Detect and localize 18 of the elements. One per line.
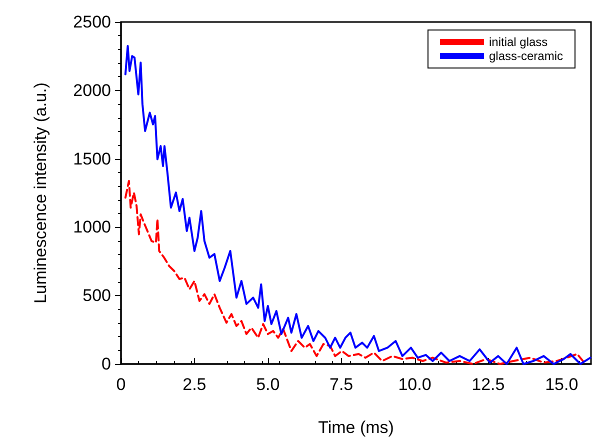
x-axis-title: Time (ms) (318, 418, 394, 437)
x-tick-label: 7.5 (329, 375, 354, 394)
x-tick-label: 15.0 (545, 375, 578, 394)
line-series (124, 180, 586, 365)
x-tick-label: 10.0 (398, 375, 432, 394)
y-tick-label: 0 (102, 354, 111, 374)
y-tick-label: 2000 (73, 80, 111, 100)
y-tick-label: 1000 (73, 218, 111, 237)
y-tick-label: 1500 (73, 149, 111, 168)
y-tick-label: 2500 (73, 12, 111, 32)
y-tick-label: 500 (82, 286, 111, 306)
x-tick-label: 5.0 (256, 375, 280, 394)
legend-label: initial glass (488, 35, 548, 49)
x-tick-label: 0 (116, 375, 126, 394)
y-axis-title: Luminescence intensity (a.u.) (31, 82, 50, 304)
x-tick-label: 12.5 (472, 375, 505, 394)
legend-label: glass-ceramic (488, 49, 563, 63)
x-tick-label: 2.5 (182, 375, 206, 394)
